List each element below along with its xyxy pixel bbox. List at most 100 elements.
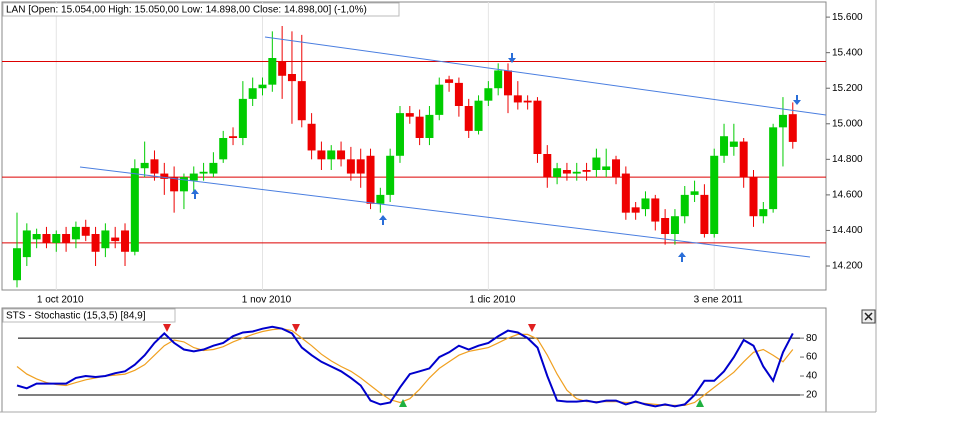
candle-body [523, 100, 532, 103]
indicator-title: STS - Stochastic (15,3,5) [84,9] [6, 311, 146, 322]
candle-body [494, 70, 503, 89]
sell-signal [292, 324, 300, 332]
y-tick-label: 14.400 [832, 225, 863, 236]
candle-body [229, 136, 238, 138]
candle-body [258, 84, 267, 89]
candle-body [317, 150, 326, 160]
chart-title: LAN [Open: 15.054,00 High: 15.050,00 Low… [6, 5, 367, 16]
candle-body [199, 171, 208, 174]
candle-body [415, 116, 424, 138]
candle-body [778, 114, 787, 128]
candle-body [356, 159, 365, 174]
candle-body [504, 70, 512, 96]
trend-line [79, 166, 811, 258]
title-box [2, 2, 400, 17]
candle-body [543, 154, 552, 178]
candle-body [140, 162, 149, 169]
candle-body [366, 155, 375, 204]
candle-body [729, 141, 738, 147]
stochastic-line [16, 325, 794, 408]
y-tick-label: 14.600 [832, 190, 863, 201]
candle-body [464, 106, 473, 131]
candle-body [641, 198, 650, 210]
y-tick-label: 15.200 [832, 83, 863, 94]
y-tick-label: 15.400 [832, 47, 863, 58]
candle-body [631, 207, 640, 213]
down-arrow [508, 53, 516, 63]
candle-body [219, 138, 228, 160]
candle-body [553, 168, 562, 178]
candle-body [386, 155, 395, 195]
candle-body [179, 177, 188, 192]
candle-body [111, 237, 120, 242]
candle-body [287, 74, 296, 82]
candle-body [513, 95, 522, 103]
buy-signal [399, 399, 407, 407]
candle-body [720, 136, 729, 156]
stoch-signals [163, 324, 704, 407]
candle-body [32, 234, 41, 240]
candle-body [13, 248, 21, 281]
x-tick-label: 1 oct 2010 [37, 295, 84, 306]
signal-arrows [191, 53, 801, 262]
up-arrow [379, 215, 387, 225]
candle-body [268, 58, 277, 85]
candle-body [62, 234, 71, 243]
candle-body [297, 81, 306, 121]
candle-body [248, 88, 257, 99]
candle-body [484, 88, 493, 101]
candle-body [739, 141, 748, 178]
candle-body [749, 177, 758, 217]
trend-line [264, 36, 827, 116]
y-tick-label: 20 [806, 390, 818, 401]
candle-body [710, 155, 719, 234]
y-tick-label: 80 [806, 333, 818, 344]
y-tick-label: 40 [806, 371, 818, 382]
candle-body [769, 127, 778, 210]
y-tick-label: 15.000 [832, 118, 863, 129]
candle-body [690, 191, 699, 195]
candle-body [454, 82, 463, 106]
candle-body [130, 168, 139, 252]
candle-body [395, 113, 404, 156]
y-tick-label: 15.600 [832, 12, 863, 23]
candle-body [238, 98, 247, 138]
candle-body [91, 234, 100, 252]
candle-body [759, 209, 768, 217]
close-icon [864, 312, 873, 321]
candle-body [474, 100, 483, 131]
candle-body [445, 79, 454, 83]
candle-body [425, 114, 434, 138]
candle-body [121, 230, 130, 252]
candle-body [651, 198, 660, 222]
candle-body [700, 194, 709, 234]
candle-body [71, 226, 80, 240]
candle-body [42, 234, 51, 243]
candle-body [346, 159, 355, 174]
candle-body [680, 194, 689, 217]
candle-body [661, 218, 670, 234]
x-tick-label: 1 dic 2010 [469, 295, 516, 306]
candle-body [337, 150, 346, 160]
buy-signal [696, 399, 704, 407]
candle-body [572, 171, 581, 174]
candle-body [582, 170, 591, 172]
candle-body [612, 159, 621, 178]
sell-signal [163, 324, 171, 332]
candle-body [435, 84, 444, 115]
candle-body [327, 150, 336, 160]
candle-body [307, 123, 316, 151]
candle-body [160, 173, 169, 179]
title-box [2, 308, 176, 323]
candle-body [592, 157, 601, 170]
x-tick-label: 3 ene 2011 [694, 295, 744, 306]
y-tick-label: 14.800 [832, 154, 863, 165]
close-button[interactable] [861, 309, 876, 324]
down-arrow [793, 95, 801, 105]
candle-body [670, 216, 679, 234]
up-arrow [191, 189, 199, 199]
candle-body [533, 100, 542, 154]
candle-body [405, 113, 414, 117]
candle-body [22, 230, 31, 258]
